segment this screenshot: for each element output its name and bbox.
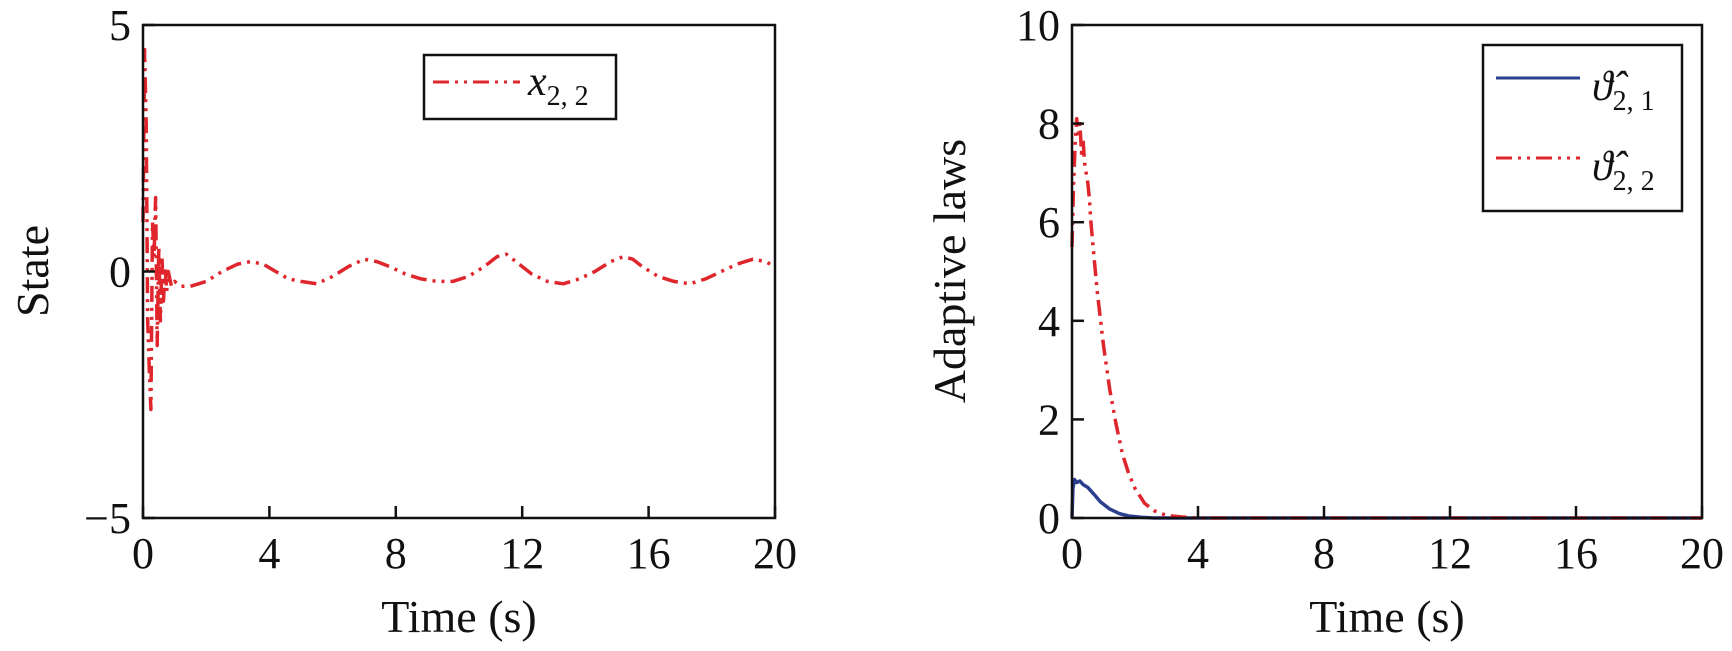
y-tick-label-1-5: 10	[1016, 1, 1060, 50]
adaptive-legend-subscript-2: 2, 2	[1613, 166, 1655, 197]
x-tick-label-0-1: 4	[258, 529, 280, 578]
state-legend-box	[422, 53, 618, 121]
x-tick-label-1-4: 16	[1554, 529, 1598, 578]
adaptive-legend-label-theta21: ϑ̂2, 1	[1592, 64, 1655, 117]
y-tick-label-1-0: 0	[1038, 494, 1060, 543]
x-tick-label-0-3: 12	[500, 529, 544, 578]
series-line-0-0	[141, 47, 776, 412]
adaptive-y-axis-title: Adaptive laws	[924, 139, 975, 403]
x-tick-label-1-0: 0	[1061, 529, 1083, 578]
series-line-1-0	[1070, 477, 1702, 520]
adaptive-legend-subscript-1: 2, 1	[1613, 86, 1655, 117]
state-legend-symbol: x	[527, 59, 547, 105]
y-tick-label-0-1: 0	[109, 248, 131, 297]
adaptive-legend: ϑ̂2, 1 ϑ̂2, 2	[1481, 43, 1684, 213]
x-tick-label-1-2: 8	[1313, 529, 1335, 578]
adaptive-x-axis-title: Time (s)	[1309, 591, 1465, 642]
x-tick-label-0-0: 0	[132, 529, 154, 578]
state-y-axis-title: State	[7, 225, 58, 317]
x-tick-label-0-2: 8	[385, 529, 407, 578]
x-tick-label-1-3: 12	[1428, 529, 1472, 578]
state-series-layer	[141, 47, 776, 412]
adaptive-plot-frame	[1070, 23, 1704, 520]
x-tick-label-0-4: 16	[627, 529, 671, 578]
state-legend-label-x22: x2, 2	[527, 59, 589, 112]
y-tick-label-1-3: 6	[1038, 198, 1060, 247]
state-legend-subscript: 2, 2	[547, 81, 589, 112]
y-tick-label-1-1: 2	[1038, 395, 1060, 444]
x-tick-label-0-5: 20	[753, 529, 797, 578]
state-x-axis-title: Time (s)	[381, 591, 537, 642]
x-tick-label-1-5: 20	[1680, 529, 1724, 578]
y-tick-label-0-2: −5	[84, 494, 131, 543]
adaptive-ticks-layer: 0 4 8 12 16 20 0 2 4 6 8 10	[1016, 1, 1724, 578]
x-tick-label-1-1: 4	[1187, 529, 1209, 578]
state-legend: x2, 2	[422, 53, 618, 121]
y-tick-label-1-2: 4	[1038, 297, 1060, 346]
y-tick-label-0-0: 5	[109, 1, 131, 50]
y-tick-label-1-4: 8	[1038, 100, 1060, 149]
adaptive-legend-box	[1481, 43, 1684, 213]
